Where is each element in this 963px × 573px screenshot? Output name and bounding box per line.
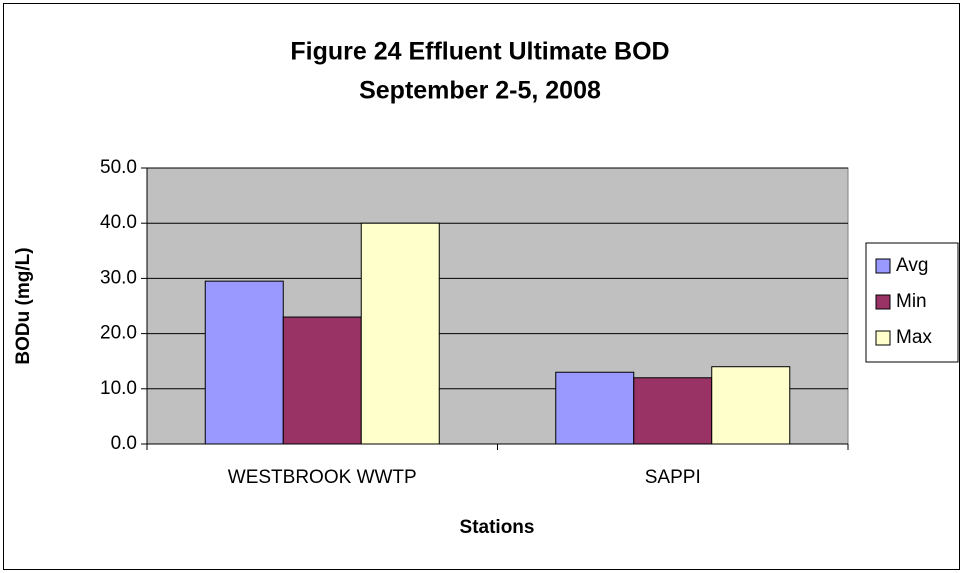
bar [555, 371, 635, 445]
x-axis-label: Stations [460, 517, 535, 538]
y-tick-label: 10.0 [100, 378, 137, 399]
bar [360, 222, 440, 445]
bar [633, 377, 713, 445]
y-tick-label: 30.0 [100, 267, 137, 288]
chart-subtitle: September 2-5, 2008 [359, 77, 601, 105]
legend-label: Min [896, 291, 927, 312]
x-tick-label: SAPPI [645, 467, 701, 488]
bar [711, 366, 791, 445]
y-tick-label: 0.0 [111, 433, 137, 454]
y-tick-label: 20.0 [100, 323, 137, 344]
legend-swatch [875, 294, 891, 310]
legend-label: Avg [896, 255, 928, 276]
y-tick-label: 40.0 [100, 212, 137, 233]
x-tick-label: WESTBROOK WWTP [228, 467, 417, 488]
chart-title: Figure 24 Effluent Ultimate BOD [290, 38, 669, 66]
legend-label: Max [896, 327, 932, 348]
legend-swatch [875, 330, 891, 346]
bar [282, 316, 362, 445]
bar [204, 280, 284, 445]
legend-swatch [875, 258, 891, 274]
y-tick-label: 50.0 [100, 157, 137, 178]
y-axis-label: BODu (mg/L) [13, 247, 34, 364]
